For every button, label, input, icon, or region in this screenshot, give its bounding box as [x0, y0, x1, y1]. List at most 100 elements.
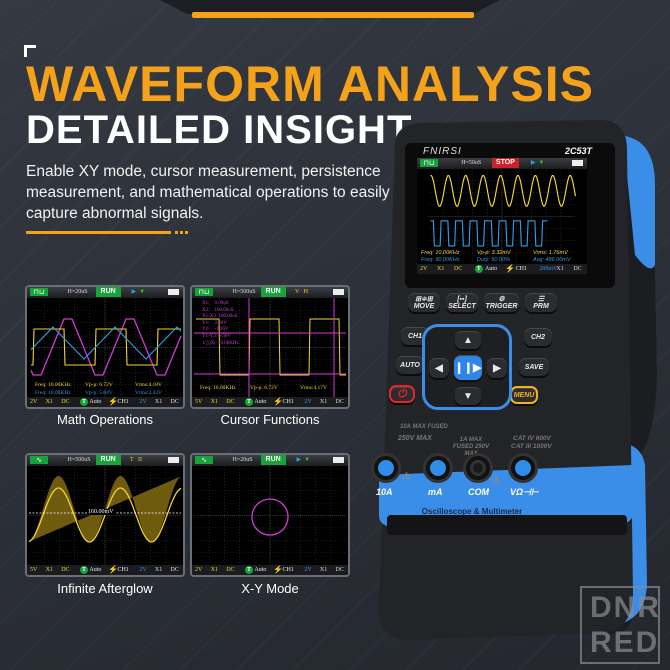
scope-screen: ⊓⊔ H=500uS RUN V H 5V X1 DC T Auto ⚡ CH1 2…	[190, 285, 350, 409]
ch2-setting[interactable]: 2V	[304, 399, 312, 405]
menu-button[interactable]: MENU	[510, 386, 538, 404]
ch2-setting[interactable]: X1	[319, 567, 328, 573]
ch2-setting[interactable]: 2V	[304, 567, 312, 573]
ch1-setting[interactable]: X1	[45, 399, 53, 405]
status-bar: ⊓⊔ H=500uS RUN V H	[192, 287, 348, 298]
cursor-readout: Y1: 3.20V	[202, 320, 227, 326]
auto-button[interactable]: AUTO	[396, 356, 424, 374]
trigger-source[interactable]: CH1	[117, 567, 129, 573]
dpad: ▲ ▼ ◀ ▶ ❙❙▶	[422, 324, 512, 410]
measurement-readout: Duty: 50.00%	[477, 257, 511, 263]
ch1-setting[interactable]: X1	[210, 567, 218, 573]
select-button[interactable]: [▪▪] SELECT	[446, 293, 478, 312]
model-label: 2C53T	[565, 146, 593, 156]
play-pause-icon: ❙❙▶	[454, 362, 482, 374]
run-status[interactable]: RUN	[95, 287, 121, 297]
measurement-readout: Vrms:4.18V	[135, 382, 163, 388]
bottom-bar: 5V X1 DC T Auto ⚡ CH1 2V X1 DC	[27, 565, 183, 575]
square-wave-icon: ⊓⊔	[30, 288, 48, 296]
ch1-setting[interactable]: DC	[454, 266, 463, 272]
run-stop-button[interactable]: ❙❙▶	[454, 355, 482, 380]
timebase: H=50uS	[461, 160, 482, 166]
move-button[interactable]: ⊞≑⊞ MOVE	[408, 293, 440, 312]
corner-bracket	[24, 45, 36, 57]
ch1-setting[interactable]: DC	[61, 399, 70, 405]
down-button[interactable]: ▼	[455, 387, 481, 405]
jack-label: CAT IV 600V	[513, 435, 551, 442]
timebase: H=20uS	[67, 289, 88, 295]
top-tab	[160, 0, 500, 14]
ch2-setting[interactable]: X1	[154, 399, 163, 405]
up-button[interactable]: ▲	[455, 331, 481, 349]
trigger-mode[interactable]: Auto	[89, 567, 102, 573]
screen-caption: Infinite Afterglow	[57, 581, 153, 596]
ch1-setting[interactable]: 2V	[195, 567, 203, 573]
ch1-setting[interactable]: 2V	[420, 266, 428, 272]
subheadline: DETAILED INSIGHT	[26, 108, 413, 152]
trigger-source[interactable]: CH1	[117, 399, 129, 405]
ch1-setting[interactable]: X1	[437, 266, 445, 272]
warning-icon: ⚠	[402, 471, 411, 482]
cursor-readout: Y1-Y2: 6.56V	[202, 333, 231, 339]
ch2-setting[interactable]: DC	[170, 567, 179, 573]
ch1-setting[interactable]: 5V	[30, 567, 38, 573]
prm-button[interactable]: ☰ PRM	[525, 293, 557, 312]
left-button[interactable]: ◀	[429, 358, 449, 378]
trigger-mode[interactable]: Auto	[89, 399, 102, 405]
run-status[interactable]: RUN	[95, 455, 121, 465]
input-jack-0[interactable]	[371, 453, 401, 483]
run-status[interactable]: RUN	[260, 455, 286, 465]
input-jack-3[interactable]	[508, 453, 538, 483]
trigger-button[interactable]: ⚙ TRIGGER	[484, 293, 519, 312]
ch1-setting[interactable]: X1	[45, 567, 53, 573]
device-screen: ⊓⊔ H=50uS STOP ▶ ▼ 2V X1 DC T Auto ⚡ CH1 2…	[417, 158, 587, 274]
run-status[interactable]: STOP	[491, 158, 519, 168]
trigger-mode[interactable]: Auto	[485, 266, 497, 272]
jack-label: CAT III 1000V	[511, 443, 552, 450]
trigger-mode[interactable]: Auto	[254, 399, 267, 405]
trigger-auto-icon: T	[474, 265, 483, 273]
ch1-setting[interactable]: DC	[226, 567, 235, 573]
measurement-readout: Vp-p: 6.72V	[85, 382, 113, 388]
measurement-readout: Vrms: 1.76mV	[533, 250, 568, 256]
cursor-readout: 1/△|X|: 10.00KHz	[202, 341, 239, 346]
trigger-source[interactable]: CH1	[515, 266, 527, 272]
right-button[interactable]: ▶	[487, 358, 507, 378]
edge-icon: ⚡	[108, 565, 119, 574]
trigger-indicator: V H	[294, 289, 309, 295]
ch2-button[interactable]: CH2	[524, 328, 552, 346]
jack-socket	[430, 460, 446, 476]
trigger-mode[interactable]: Auto	[254, 567, 267, 573]
ch2-setting[interactable]: DC	[335, 567, 344, 573]
ch2-setting[interactable]: X1	[556, 266, 564, 272]
jack-label: mA	[428, 487, 443, 497]
ch1-setting[interactable]: DC	[61, 567, 70, 573]
ch2-setting[interactable]: X1	[319, 399, 328, 405]
ch2-setting[interactable]: DC	[335, 399, 344, 405]
ch2-setting[interactable]: 2V	[139, 399, 147, 405]
ch2-setting[interactable]: 200mV	[539, 266, 558, 272]
battery-icon	[333, 289, 344, 295]
scope-screen: ⊓⊔ H=20uS RUN ▶ ▼ 2V X1 DC T Auto ⚡ CH1 2V…	[25, 285, 185, 409]
run-status[interactable]: RUN	[260, 287, 286, 297]
ch2-setting[interactable]: DC	[573, 266, 582, 272]
cursor-readout: Y2: -3.36V	[202, 327, 229, 332]
ch2-setting[interactable]: DC	[170, 399, 179, 405]
save-button[interactable]: SAVE	[519, 358, 549, 376]
battery-icon	[168, 289, 179, 295]
input-jack-1[interactable]	[423, 453, 453, 483]
ch1-setting[interactable]: DC	[226, 399, 235, 405]
trigger-source[interactable]: CH1	[282, 567, 294, 573]
ch2-setting[interactable]: X1	[154, 567, 163, 573]
measurement-readout: Vrms:4.17V	[300, 385, 328, 391]
ch1-setting[interactable]: X1	[210, 399, 218, 405]
trigger-auto-icon: T	[245, 398, 254, 406]
cursor-readout: X2: 100.00uS	[202, 307, 234, 313]
ch2-setting[interactable]: 2V	[139, 567, 147, 573]
ch1-setting[interactable]: 5V	[195, 399, 203, 405]
input-jack-2[interactable]	[463, 453, 493, 483]
trigger-source[interactable]: CH1	[282, 399, 294, 405]
power-button[interactable]: ⏻	[389, 385, 415, 403]
ch1-setting[interactable]: 2V	[30, 399, 38, 405]
headline: WAVEFORM ANALYSIS	[26, 56, 594, 112]
